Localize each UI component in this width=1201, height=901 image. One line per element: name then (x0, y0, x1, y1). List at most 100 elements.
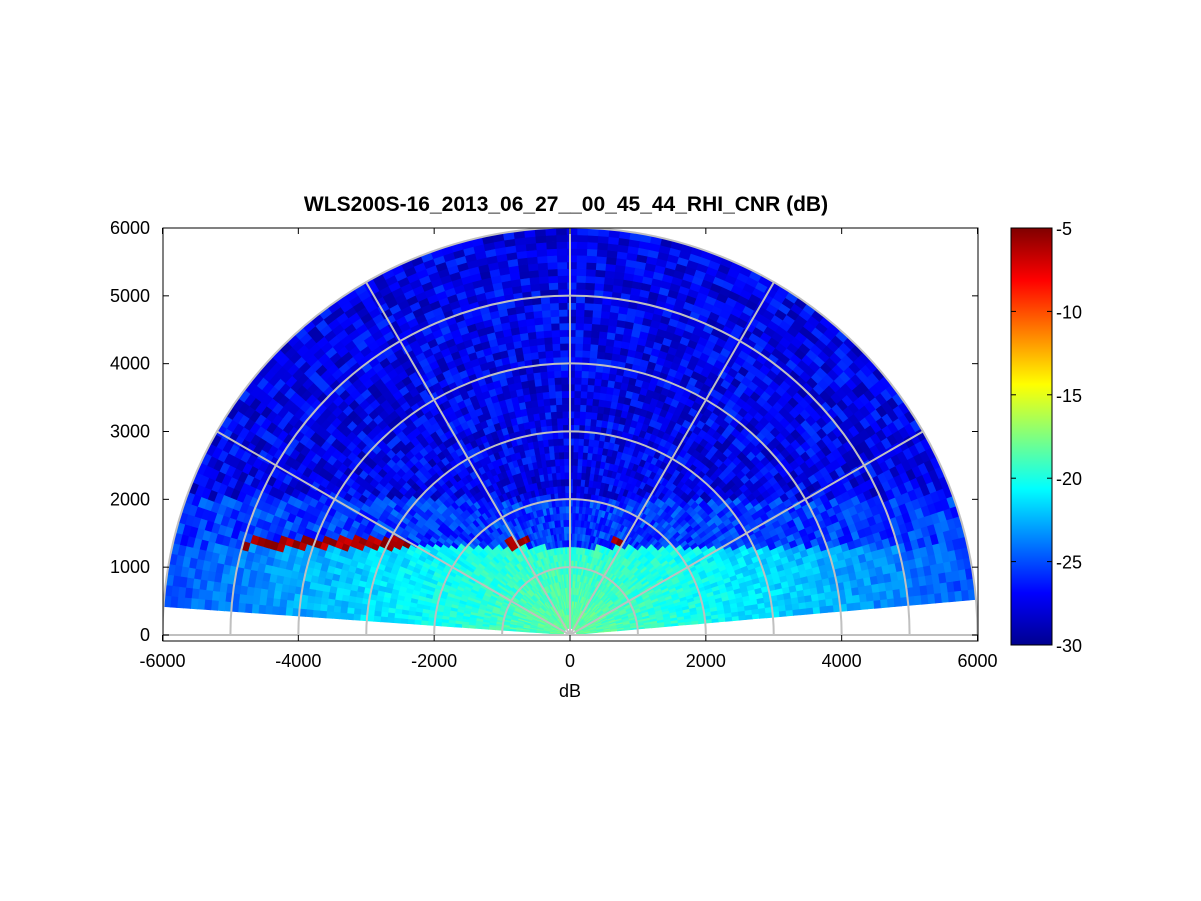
sector-cell (566, 261, 577, 270)
sector-cell (574, 370, 582, 378)
sector-cell (563, 465, 569, 473)
sector-cell (529, 344, 539, 354)
sector-cell (566, 329, 576, 337)
sector-cell (555, 241, 567, 249)
sector-cell (561, 410, 569, 419)
sector-cell (589, 418, 597, 427)
sector-cell (592, 391, 601, 400)
sector-cell (585, 261, 597, 270)
sector-cell (547, 268, 558, 277)
sector-cell (571, 519, 576, 527)
sector-cell (573, 383, 582, 392)
sector-cell (586, 234, 599, 243)
sector-cell (533, 378, 542, 387)
sector-cell (550, 329, 560, 338)
sector-cell (600, 378, 609, 388)
sector-cell (580, 390, 588, 399)
sector-cell (596, 405, 605, 414)
sector-cell (566, 234, 578, 242)
sector-cell (865, 592, 875, 602)
sector-cell (575, 309, 585, 317)
sector-cell (545, 241, 557, 250)
sector-cell (574, 376, 582, 385)
sector-cell (575, 281, 586, 290)
sector-cell (595, 255, 607, 264)
sector-cell (574, 322, 584, 331)
sector-cell (593, 282, 605, 291)
sector-cell (587, 377, 596, 386)
sector-cell (577, 451, 584, 460)
sector-cell (544, 228, 557, 236)
sector-cell (550, 322, 560, 331)
sector-cell (550, 411, 558, 420)
sector-cell (567, 390, 575, 398)
sector-cell (576, 472, 582, 480)
sector-cell (559, 349, 568, 358)
sector-cell (566, 295, 577, 304)
sector-cell (582, 445, 589, 454)
sector-cell (532, 310, 543, 319)
sector-cell (555, 410, 563, 419)
sector-cell (597, 235, 609, 244)
sector-cell (540, 377, 549, 386)
sector-cell (811, 599, 821, 608)
sector-cell (606, 379, 616, 389)
sector-cell (567, 383, 575, 392)
sector-cell (566, 309, 577, 317)
sector-cell (562, 431, 569, 439)
sector-cell (586, 241, 598, 250)
sector-cell (558, 302, 568, 310)
sector-cell (547, 275, 559, 284)
sector-cell (576, 261, 587, 270)
sector-cell (880, 598, 889, 609)
sector-cell (873, 599, 882, 609)
sector-cell (574, 336, 584, 344)
sector-cell (583, 309, 594, 318)
sector-cell (913, 594, 923, 606)
sector-cell (579, 397, 587, 406)
sector-cell (597, 337, 607, 346)
sector-cell (566, 228, 578, 236)
sector-cell (544, 411, 552, 420)
sector-cell (563, 458, 569, 466)
sector-cell (573, 410, 581, 419)
sector-cell (596, 351, 606, 360)
sector-cell (578, 417, 586, 426)
sector-cell (581, 451, 588, 460)
sector-cell (561, 404, 569, 412)
sector-cell (920, 593, 929, 605)
sector-cell (538, 282, 550, 291)
sector-cell (537, 262, 548, 271)
sector-cell (583, 316, 593, 325)
sector-cell (560, 383, 569, 392)
sector-cell (577, 444, 584, 453)
sector-cell (582, 336, 592, 345)
sector-cell (571, 532, 575, 541)
sector-cell (567, 336, 576, 344)
sector-cell (557, 295, 568, 304)
sector-cell (585, 397, 594, 406)
sector-cell (537, 350, 547, 360)
sector-cell (556, 417, 564, 426)
sector-cell (566, 302, 577, 310)
sector-cell (558, 315, 568, 324)
sector-cell (566, 322, 576, 331)
sector-cell (600, 310, 611, 319)
sector-cell (567, 349, 576, 358)
sector-cell (535, 392, 544, 401)
sector-cell (571, 526, 576, 534)
sector-cell (549, 404, 557, 413)
sector-cell (584, 411, 592, 420)
sector-cell (556, 268, 568, 277)
sector-cell (558, 444, 564, 453)
sector-cell (575, 315, 585, 324)
sector-cell (605, 338, 615, 347)
sector-cell (826, 604, 835, 613)
sector-cell (532, 371, 542, 381)
sector-cell (558, 329, 568, 338)
sector-cell (596, 412, 604, 421)
sector-cell (526, 256, 538, 265)
sector-cell (559, 465, 565, 473)
sector-cell (533, 317, 544, 326)
sector-cell (587, 370, 596, 379)
